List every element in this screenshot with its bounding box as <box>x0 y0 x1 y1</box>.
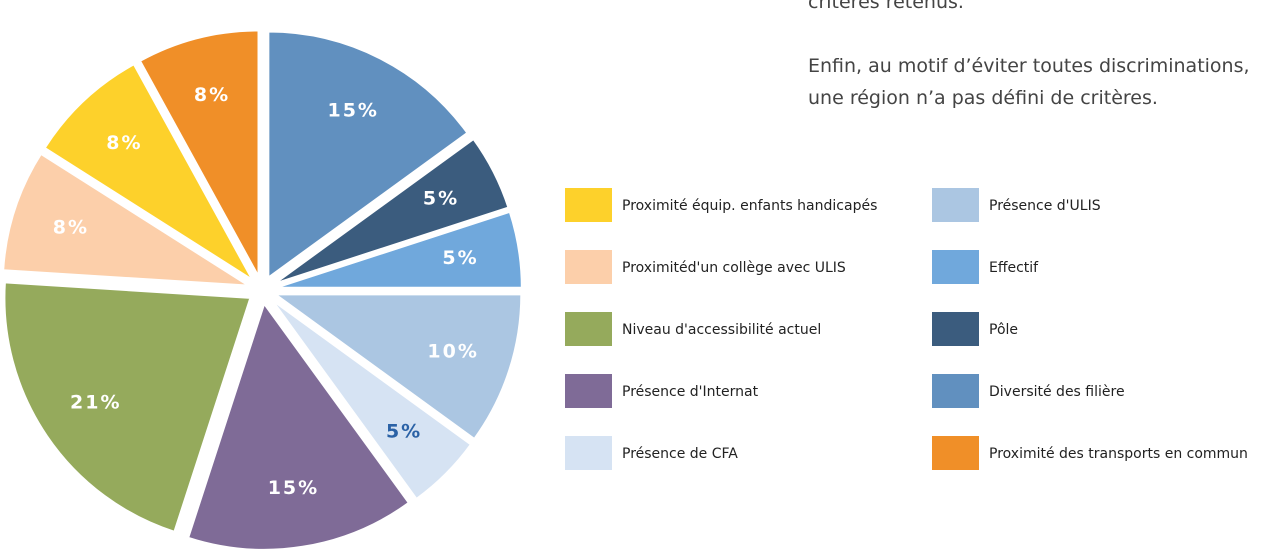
paragraph-line: critères retenus. <box>808 0 964 13</box>
pie-slice <box>271 299 473 501</box>
legend-label: Pôle <box>989 322 1018 338</box>
legend-label: Présence d'ULIS <box>989 198 1101 214</box>
pie-slice <box>272 293 523 441</box>
slice-label: 21% <box>70 391 121 413</box>
legend-label: Diversité des filière <box>989 384 1125 400</box>
legend-label: Présence de CFA <box>622 446 738 462</box>
slice-label: 8% <box>53 216 89 238</box>
legend-swatch <box>932 436 979 470</box>
pie-slice <box>3 281 252 534</box>
legend-swatch <box>565 312 612 346</box>
legend-swatch <box>565 188 612 222</box>
legend-label: Proximité des transports en commun <box>989 446 1248 462</box>
legend-swatch <box>565 436 612 470</box>
pie-slice <box>186 301 411 551</box>
legend-swatch <box>932 312 979 346</box>
pie-slice <box>275 210 523 289</box>
slice-label: 5% <box>442 247 478 269</box>
slice-label: 5% <box>423 187 459 209</box>
slice-label: 10% <box>427 341 478 363</box>
paragraph-line: une région n’a pas défini de critères. <box>808 87 1158 109</box>
pie-slice <box>267 30 469 280</box>
paragraph-line: Enfin, au motif d’éviter toutes discrimi… <box>808 55 1250 77</box>
slice-label: 15% <box>327 99 378 121</box>
legend-label: Effectif <box>989 260 1039 276</box>
legend-swatch <box>932 374 979 408</box>
legend-swatch <box>565 374 612 408</box>
legend-label: Proximité équip. enfants handicapés <box>622 198 877 214</box>
slice-label: 5% <box>386 421 422 443</box>
pie-slice <box>273 137 510 285</box>
pie-slice <box>2 152 250 287</box>
legend-swatch <box>932 250 979 284</box>
slice-label: 8% <box>194 84 230 106</box>
slice-label: 8% <box>106 132 142 154</box>
pie-slice <box>138 29 260 277</box>
legend-label: Proximitéd'un collège avec ULIS <box>622 260 846 276</box>
slice-label: 15% <box>268 477 319 499</box>
legend-label: Présence d'Internat <box>622 384 759 400</box>
legend-swatch <box>932 188 979 222</box>
legend-swatch <box>565 250 612 284</box>
legend-label: Niveau d'accessibilité actuel <box>622 322 821 338</box>
pie-slice <box>43 62 254 281</box>
